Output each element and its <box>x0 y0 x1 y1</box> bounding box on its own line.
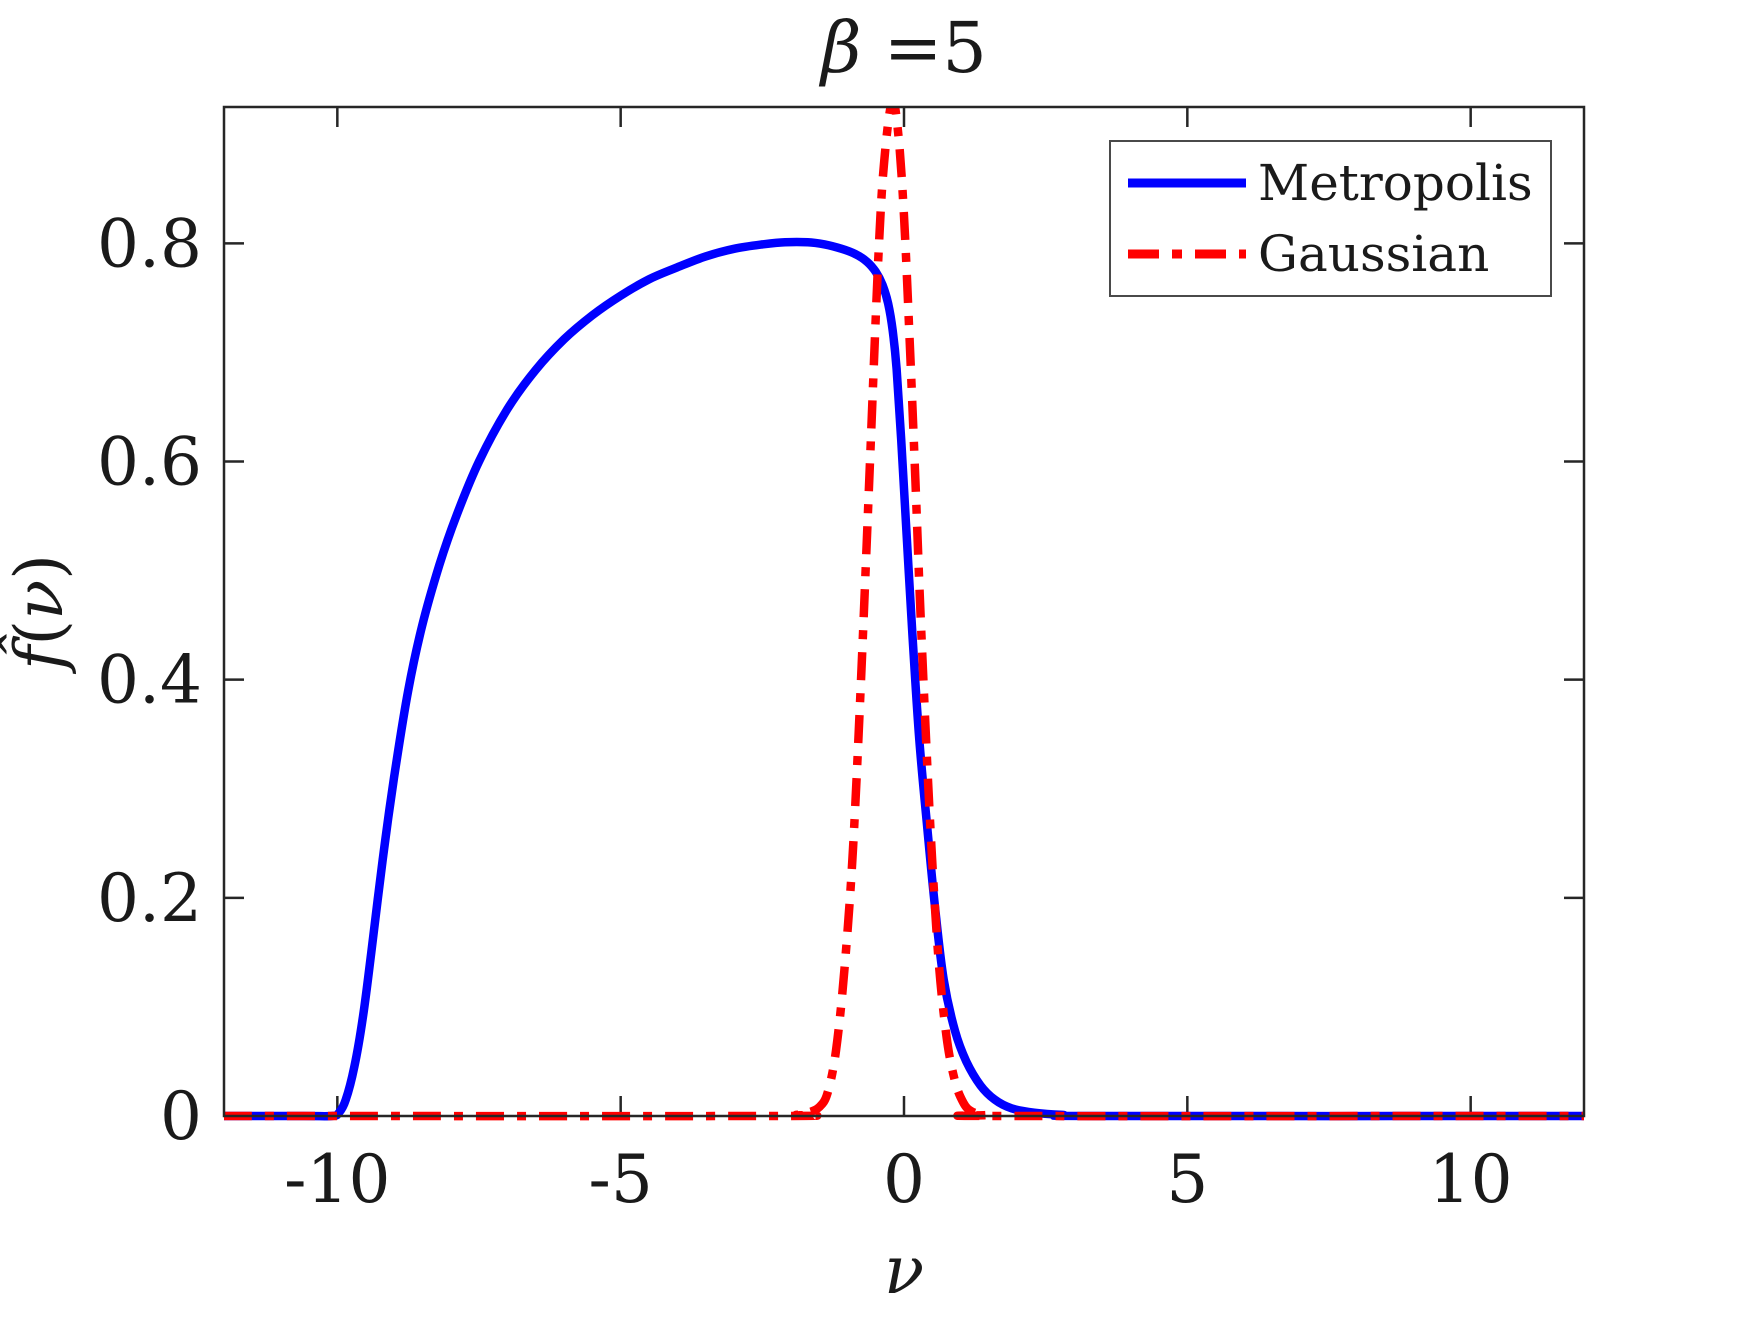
legend-box <box>1109 140 1552 297</box>
x-tick-label: -5 <box>589 1141 653 1218</box>
legend: Metropolis Gaussian <box>1109 140 1552 297</box>
x-tick-label: 0 <box>883 1141 925 1218</box>
x-axis-label: ν <box>884 1232 924 1309</box>
x-tick-label: 10 <box>1429 1141 1513 1218</box>
legend-label-gaussian: Gaussian <box>1258 225 1489 283</box>
curves-group <box>223 107 1585 1121</box>
title-equals-value: =5 <box>862 7 987 89</box>
y-label-close-paren: ) <box>1 554 78 580</box>
axis-ticks: -10 -5 0 5 10 0 0.2 0.4 0.6 0.8 <box>97 107 1584 1218</box>
x-tick-label: -10 <box>284 1141 390 1218</box>
y-label-nu: ν <box>1 580 78 620</box>
y-label-open-paren: ( <box>1 620 78 646</box>
y-tick-label: 0.2 <box>97 860 202 937</box>
x-tick-label: 5 <box>1166 1141 1208 1218</box>
title-beta-symbol: β <box>818 7 861 89</box>
axes-frame <box>222 105 1586 1118</box>
y-tick-label: 0.6 <box>97 424 202 501</box>
legend-label-metropolis: Metropolis <box>1258 154 1533 212</box>
y-tick-label: 0 <box>160 1078 202 1155</box>
y-tick-label: 0.4 <box>97 642 202 719</box>
curve-gaussian <box>223 107 1585 1121</box>
y-tick-label: 0.8 <box>97 205 202 282</box>
y-axis-label: f̂(ν) <box>0 554 78 675</box>
curve-metropolis <box>224 237 1585 1121</box>
chart-title: β =5 <box>818 7 987 89</box>
